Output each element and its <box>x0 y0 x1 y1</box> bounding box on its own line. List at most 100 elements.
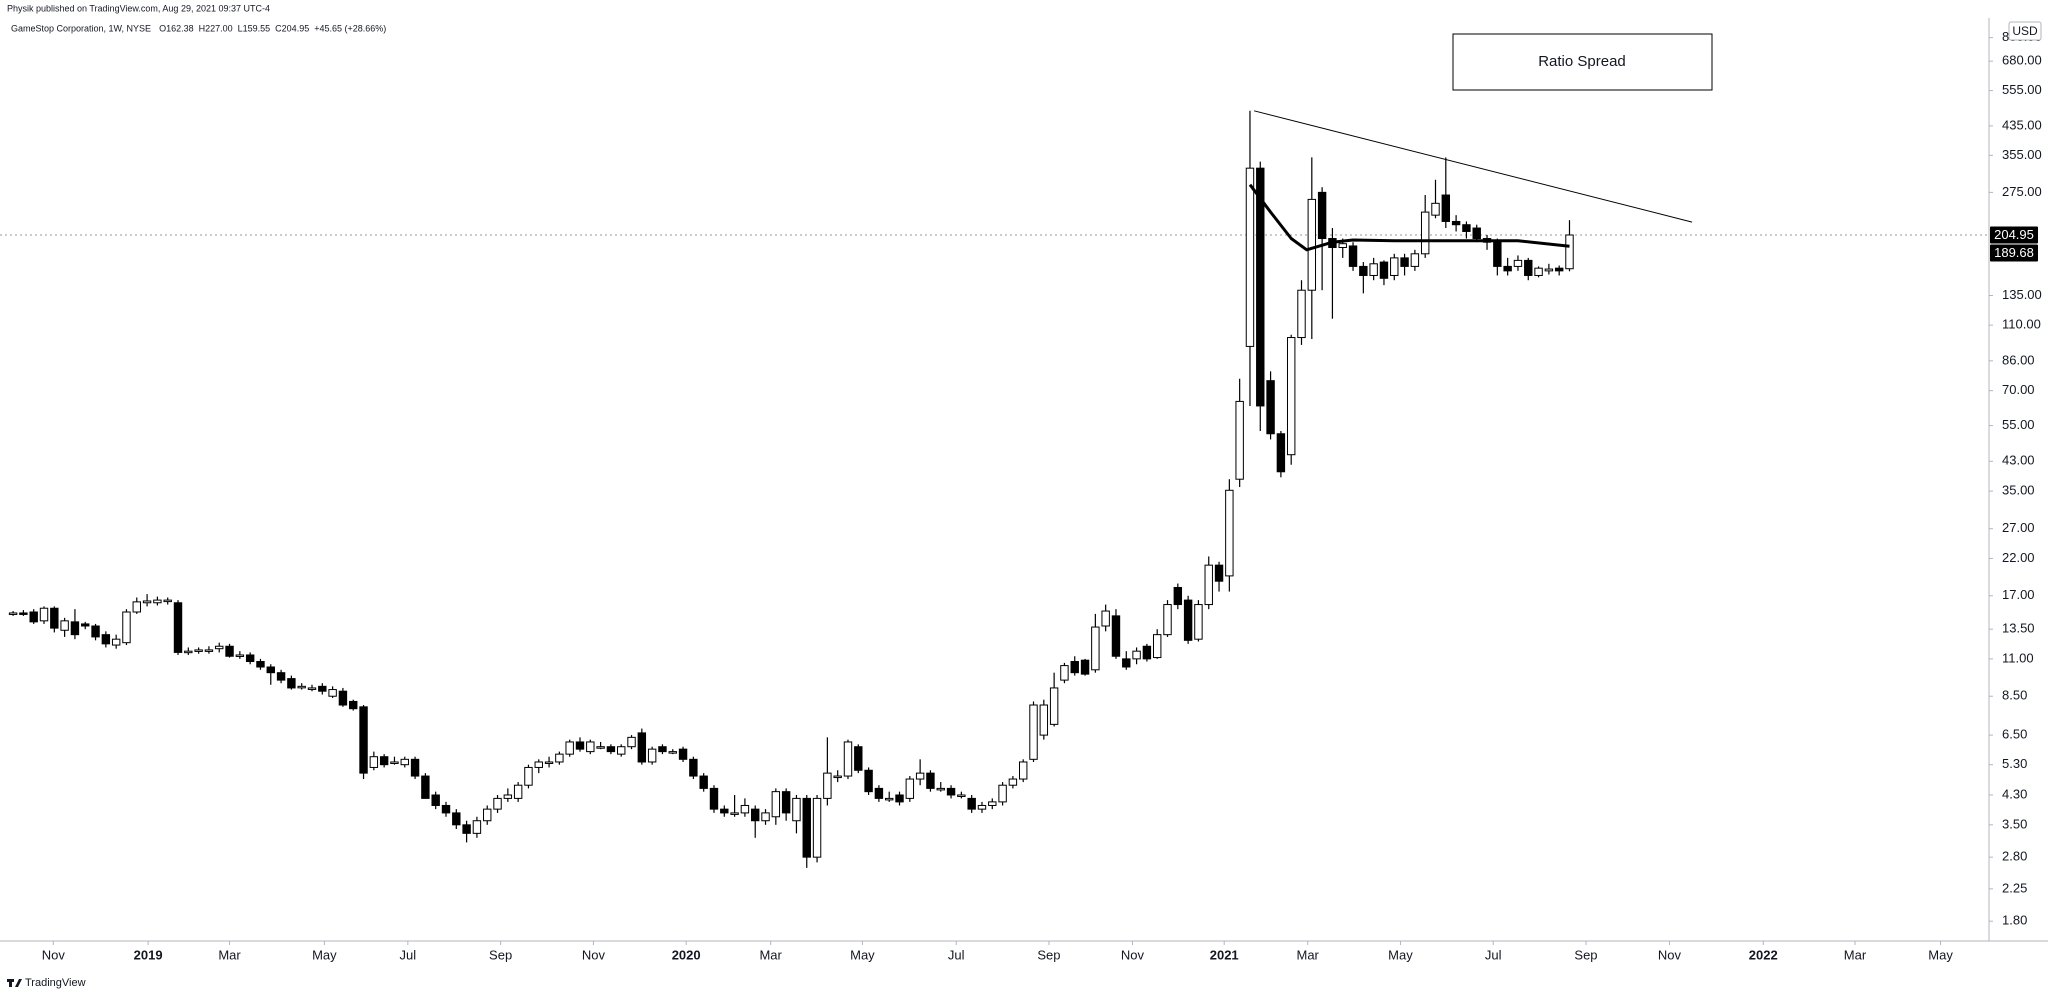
y-tick-label: 70.00 <box>2002 382 2035 397</box>
ma-price-label-box <box>1990 244 2038 262</box>
candle-body <box>1214 564 1224 582</box>
y-tick-label: 43.00 <box>2002 453 2035 468</box>
candle-body <box>163 599 172 603</box>
ma-price-label: 189.68 <box>1994 245 2034 260</box>
candle-body <box>854 746 863 771</box>
candle-body <box>709 787 719 810</box>
candle-body <box>647 748 657 763</box>
candle-body <box>720 808 729 814</box>
logo-part <box>15 979 22 987</box>
y-tick-label: 1.80 <box>2002 913 2027 928</box>
candle-body <box>1534 267 1543 276</box>
annotation-box[interactable] <box>1452 33 1713 91</box>
candle-body <box>513 784 523 799</box>
candle-body <box>617 746 626 755</box>
candle-body <box>349 700 358 710</box>
candle-body <box>534 761 543 768</box>
currency-box[interactable] <box>2008 21 2042 41</box>
y-tick-label: 5.30 <box>2002 756 2027 771</box>
candle-body <box>761 812 770 822</box>
candle-body <box>1101 610 1110 627</box>
candle-body <box>1060 665 1069 681</box>
candle-body <box>1451 220 1461 226</box>
x-tick-label: Nov <box>582 947 606 962</box>
candle-body <box>596 746 605 749</box>
candle-body <box>421 775 430 799</box>
ohlc-value: O162.38 <box>159 23 194 33</box>
candle-body <box>1554 267 1564 272</box>
candle-body <box>1472 227 1481 240</box>
candle-body <box>1163 604 1172 636</box>
candle-body <box>1194 604 1203 640</box>
y-tick-label: 2.80 <box>2002 849 2027 864</box>
y-tick-label: 3.50 <box>2002 816 2027 831</box>
y-tick-label: 435.00 <box>2002 117 2042 132</box>
candle-body <box>81 623 90 627</box>
candle-body <box>493 797 502 810</box>
candle-body <box>1379 261 1389 279</box>
candle-body <box>441 804 451 814</box>
candle-body <box>8 612 18 615</box>
candle-body <box>111 638 121 646</box>
candle-body <box>1091 626 1100 671</box>
candle-body <box>235 654 245 657</box>
candle-body <box>586 741 595 753</box>
x-tick-label: Jul <box>948 947 965 962</box>
publisher-note: Physik published on TradingView.com, Aug… <box>7 3 270 13</box>
y-tick-label: 22.00 <box>2002 550 2035 565</box>
candle-body <box>1183 599 1193 641</box>
chart-title: GameStop Corporation, 1W, NYSE <box>11 23 151 33</box>
x-tick-label: Nov <box>1121 947 1145 962</box>
candle-body <box>1400 257 1409 267</box>
y-tick-label: 27.00 <box>2002 520 2035 535</box>
y-tick-label: 13.50 <box>2002 621 2035 636</box>
candle-body <box>957 794 966 797</box>
candle-body <box>1286 337 1296 456</box>
y-tick-label: 135.00 <box>2002 287 2042 302</box>
candle-body <box>369 756 379 768</box>
candle-body <box>936 787 945 791</box>
candle-body <box>462 824 471 834</box>
brand-logo <box>7 979 22 987</box>
candle-body <box>452 812 461 826</box>
candle-body <box>1420 211 1430 255</box>
candle-body <box>905 778 915 799</box>
candle-body <box>215 645 224 650</box>
candle-body <box>823 772 832 799</box>
candle-body <box>627 736 636 748</box>
y-tick-label: 4.30 <box>2002 786 2027 801</box>
y-tick-label: 110.00 <box>2002 317 2041 332</box>
y-tick-label: 55.00 <box>2002 417 2035 432</box>
ohlc-readout: O162.38 H227.00 L159.55 C204.95 +45.65 (+28.… <box>159 23 386 33</box>
plot-area <box>0 110 1989 868</box>
candle-body <box>843 741 853 777</box>
candle-body <box>1503 265 1512 272</box>
candle-body <box>555 753 564 763</box>
candle-body <box>1390 257 1399 276</box>
candle-body <box>153 599 162 604</box>
candle-body <box>833 775 842 779</box>
x-tick-label: Sep <box>489 947 512 962</box>
candle-body <box>1152 634 1162 659</box>
candle-body <box>606 746 616 753</box>
ohlc-value: +45.65 (+28.66%) <box>314 23 386 33</box>
y-tick-label: 11.00 <box>2002 650 2034 665</box>
candle-body <box>1080 659 1090 675</box>
y-tick-label: 8.50 <box>2002 688 2027 703</box>
y-tick-label: 275.00 <box>2002 184 2042 199</box>
ohlc-value: H227.00 <box>199 23 233 33</box>
candle-body <box>1493 241 1502 267</box>
candle-body <box>390 761 399 764</box>
annotation-text: Ratio Spread <box>1538 53 1626 70</box>
candle-body <box>1008 778 1018 786</box>
candle-body <box>122 611 131 644</box>
candle-body <box>915 772 925 780</box>
candle-body <box>142 600 152 604</box>
x-tick-label: Sep <box>1574 947 1597 962</box>
candle-body <box>1111 615 1121 657</box>
ohlc-value: L159.55 <box>238 23 271 33</box>
x-tick-label: 2020 <box>672 947 701 962</box>
candle-body <box>637 732 647 763</box>
candle-body <box>1462 224 1471 232</box>
